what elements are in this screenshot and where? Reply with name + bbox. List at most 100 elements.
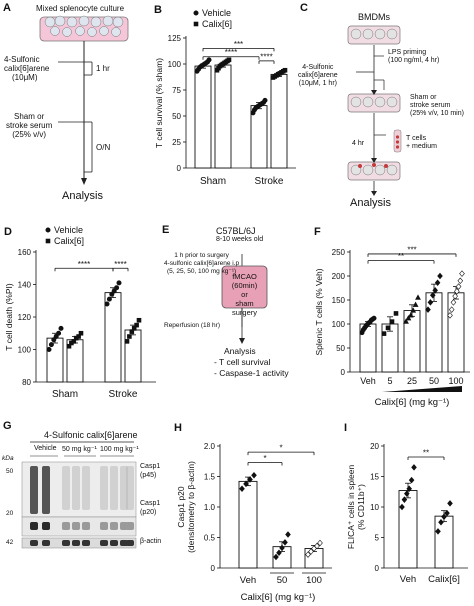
x-tick-label: 50 — [429, 376, 439, 386]
panel-g-letter: G — [3, 420, 12, 432]
panel-letter: D — [4, 226, 12, 238]
x-tick-label: Veh — [400, 574, 416, 585]
legend-label: Vehicle — [202, 8, 231, 18]
significance-label: *** — [234, 40, 243, 49]
y-tick-label: 120 — [18, 313, 32, 322]
data-point — [450, 299, 457, 306]
blot-band-p45 — [62, 466, 70, 510]
surgery-box — [221, 265, 268, 309]
y-tick-label: 200 — [332, 272, 346, 281]
blot-band-p20 — [126, 522, 134, 530]
panel-c-letter: C — [300, 2, 308, 14]
data-point — [251, 472, 257, 479]
data-point — [71, 339, 77, 344]
panel-g-header: 4-Sulfonic calix[6]arene — [44, 430, 138, 440]
bar — [434, 515, 454, 569]
data-point — [385, 325, 391, 331]
panel-e: E C57BL/6J 8-10 weeks old 1 h prior to s… — [160, 222, 310, 412]
panel-a-drug: 4-Sulfonic calix[6]arene (10μM) — [4, 55, 50, 82]
panel-g-blot — [21, 441, 137, 549]
panel-e-letter: E — [162, 224, 170, 236]
data-point — [399, 503, 405, 511]
data-point — [243, 480, 249, 488]
significance-label: **** — [225, 48, 237, 57]
y-tick-label: 1.5 — [204, 473, 216, 482]
data-point — [226, 57, 232, 63]
panel-i: I 0 5 10 15 20 FLICA⁺ cells in spleen (% CD11b⁺… — [340, 418, 474, 606]
y-tick-label: 0 — [375, 564, 380, 573]
x-tick-label: 25 — [407, 376, 417, 386]
data-point — [239, 485, 245, 492]
data-point — [136, 317, 142, 323]
blot-band-p20 — [82, 522, 90, 530]
data-point — [389, 319, 395, 324]
significance-label: **** — [260, 52, 272, 61]
data-point — [282, 67, 288, 73]
bar — [214, 64, 232, 169]
panel-c-tcells: T cells + medium — [406, 135, 437, 150]
panel-letter: B — [154, 4, 162, 16]
y-tick-label: 160 — [18, 248, 32, 257]
chart-b: B 0 25 50 75 100 125 T cell survival (% sham) Ve… — [154, 4, 296, 187]
blot-band-p45 — [72, 466, 80, 510]
data-point — [285, 531, 291, 538]
data-point — [455, 283, 462, 290]
data-point — [247, 476, 253, 483]
data-point — [276, 549, 282, 557]
data-point — [454, 288, 460, 295]
data-point — [410, 307, 417, 313]
blot-band-p45 — [126, 466, 134, 510]
data-point — [415, 294, 421, 300]
data-point — [406, 485, 412, 492]
data-point — [435, 528, 441, 535]
data-point — [404, 490, 410, 497]
data-point — [56, 330, 62, 336]
panel-a-serum: Sham or stroke serum (25% v/v) — [6, 112, 53, 139]
x-tick-label: Stroke — [255, 176, 284, 187]
data-point — [411, 464, 417, 471]
data-point — [305, 551, 311, 558]
panel-b: B 0 25 50 75 100 125 T cell survival (% sham) Ve… — [150, 0, 300, 215]
x-axis-label: Calix[6] (mg kg⁻¹) — [375, 397, 450, 408]
y-tick-label: 15 — [370, 473, 379, 482]
data-point — [279, 544, 285, 552]
panel-letter: H — [174, 422, 182, 434]
panel-a-time-2: O/N — [96, 143, 111, 152]
panel-e-diagram — [221, 254, 268, 344]
panel-e-subtitle: 8-10 weeks old — [216, 236, 264, 243]
blot-band-actin — [62, 540, 70, 546]
blot-band-p20 — [30, 522, 38, 530]
data-point — [430, 291, 436, 299]
blot-band-actin — [72, 540, 80, 546]
data-point — [407, 312, 414, 318]
lane-label-vehicle: Vehicle — [34, 445, 57, 452]
blot-band-p45 — [100, 466, 108, 510]
timeline-arrowhead — [81, 178, 87, 185]
data-point — [129, 329, 135, 334]
y-tick-label: 0 — [177, 164, 182, 173]
y-tick-label: 150 — [332, 296, 346, 305]
data-point — [314, 542, 320, 550]
panel-a-title: Mixed splenocyte culture — [36, 4, 125, 13]
y-tick-label: 50 — [172, 112, 181, 121]
x-tick-label: 100 — [306, 575, 322, 586]
blot-band-actin — [42, 540, 50, 546]
kda-label: kDa — [2, 455, 14, 462]
bar — [447, 292, 465, 373]
blot-band-actin — [100, 540, 108, 546]
bar — [398, 490, 418, 569]
data-point — [111, 288, 117, 294]
chart-h: H 0 0.5 1.0 1.5 2.0 Casp1 p20 (densitometry to … — [174, 422, 332, 603]
panel-g: G 4-Sulfonic calix[6]arene Vehicle 50 mg… — [0, 418, 170, 606]
bar — [194, 65, 212, 169]
blot-band-actin — [120, 540, 128, 546]
panel-c-drug: 4-Sulfonic calix[6]arene (10μM, 1 hr) — [298, 64, 338, 87]
data-point — [403, 318, 409, 324]
significance-label: * — [279, 444, 282, 453]
data-point — [457, 277, 464, 285]
x-tick-label: 100 — [448, 376, 463, 386]
panel-letter: I — [344, 422, 347, 434]
data-point — [412, 301, 419, 307]
mw-marker-42: 42 — [6, 539, 14, 546]
x-tick-label: 5 — [387, 376, 392, 386]
